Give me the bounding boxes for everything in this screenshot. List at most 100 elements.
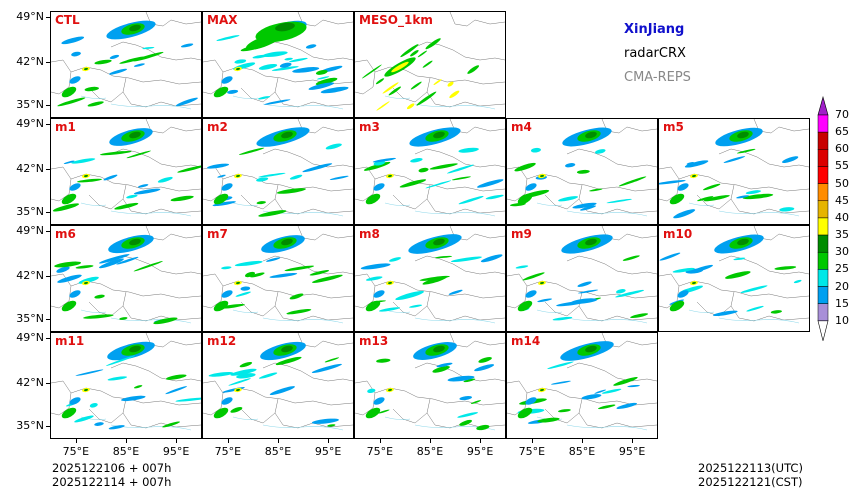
echo-patch: [52, 203, 80, 212]
echo-patch: [552, 316, 573, 321]
latitude-label: 35°N: [16, 205, 44, 219]
echo-patch: [271, 66, 299, 71]
echo-patch: [375, 78, 385, 85]
echo-patch: [98, 258, 124, 269]
echo-patch: [87, 101, 104, 107]
echo-patch: [400, 44, 419, 58]
echo-patch: [236, 281, 240, 285]
echo-patch: [618, 176, 647, 187]
echo-patch: [459, 419, 472, 426]
latitude-label: 42°N: [16, 376, 44, 390]
echo-patch: [121, 395, 146, 402]
border-line: [51, 380, 72, 416]
echo-patch: [126, 194, 138, 199]
echo-patch: [213, 86, 229, 98]
colorbar-swatch: [817, 269, 829, 287]
border-line: [730, 184, 809, 215]
echo-patch: [388, 174, 392, 178]
echo-patch: [470, 400, 482, 404]
longitude-tick: [227, 439, 229, 443]
panel-label: m8: [359, 227, 380, 241]
colorbar-level-label: 65: [835, 125, 849, 139]
echo-patch: [434, 255, 453, 259]
echo-patch: [467, 65, 480, 74]
longitude-label: 75°E: [366, 445, 394, 458]
echo-patch: [234, 59, 247, 64]
panel-label: m9: [511, 227, 532, 241]
echo-patch: [522, 272, 545, 281]
echo-patch: [133, 261, 163, 272]
echo-patch: [212, 201, 236, 207]
border-line: [297, 333, 353, 348]
echo-patch: [221, 397, 233, 405]
latitude-label: 49°N: [16, 10, 44, 24]
echo-patch: [84, 174, 88, 178]
river-line: [718, 317, 800, 324]
echo-patch: [84, 388, 88, 392]
colorbar-top-extension: [817, 95, 829, 116]
echo-patch: [547, 361, 574, 369]
echo-patch: [409, 304, 423, 308]
border-line: [240, 87, 276, 103]
echo-patch: [737, 238, 749, 246]
latitude-tick: [46, 124, 50, 126]
echo-patch: [129, 345, 141, 353]
latitude-tick: [46, 212, 50, 214]
map-panel-m12: m12: [202, 332, 354, 439]
echo-patch: [581, 394, 602, 400]
echo-patch: [71, 158, 96, 164]
echo-patch: [126, 150, 151, 159]
echo-patch: [659, 180, 686, 185]
longitude-tick: [430, 439, 431, 443]
echo-patch: [258, 372, 278, 379]
echo-patch: [578, 289, 599, 294]
border-line: [507, 380, 528, 416]
echo-patch: [622, 255, 640, 261]
echo-patch: [236, 388, 240, 392]
river-line: [688, 202, 715, 206]
border-line: [51, 273, 72, 309]
echo-patch: [451, 176, 471, 181]
echo-patch: [517, 193, 533, 205]
echo-patch: [61, 300, 77, 312]
echo-patch: [558, 409, 571, 413]
border-line: [70, 280, 201, 299]
echo-patch: [75, 265, 94, 269]
map-panel-m13: m13: [354, 332, 506, 439]
border-line: [70, 173, 201, 192]
echo-patch: [281, 238, 293, 246]
border-line: [240, 194, 276, 210]
river-line: [262, 103, 344, 110]
echo-patch: [659, 252, 681, 261]
echo-patch: [175, 97, 198, 107]
border-line: [414, 41, 505, 61]
echo-patch: [221, 266, 232, 270]
border-line: [374, 280, 505, 299]
echo-patch: [672, 267, 695, 273]
echo-patch: [616, 402, 637, 409]
init-time-cst: 2025122114 + 007h: [52, 475, 172, 489]
echo-patch: [723, 156, 746, 163]
echo-patch: [228, 378, 251, 386]
echo-patch: [289, 293, 304, 300]
echo-patch: [329, 175, 349, 180]
echo-patch: [476, 179, 504, 188]
echo-patch: [266, 257, 281, 262]
echo-patch: [129, 131, 141, 139]
echo-patch: [61, 86, 77, 98]
colorbar-level-label: 60: [835, 142, 849, 156]
map-panel-m9: m9: [506, 225, 658, 332]
latitude-label: 49°N: [16, 224, 44, 238]
echo-patch: [236, 67, 240, 71]
echo-patch: [476, 424, 490, 431]
echo-patch: [208, 372, 234, 377]
echo-patch: [447, 81, 454, 87]
colorbar-level-label: 30: [835, 245, 849, 259]
echo-patch: [105, 355, 136, 366]
map-panel-m8: m8: [354, 225, 506, 332]
echo-patch: [61, 193, 77, 205]
echo-patch: [61, 36, 85, 45]
echo-patch: [170, 195, 194, 202]
border-line: [426, 291, 505, 322]
map-panel-m4: m4: [506, 118, 658, 225]
